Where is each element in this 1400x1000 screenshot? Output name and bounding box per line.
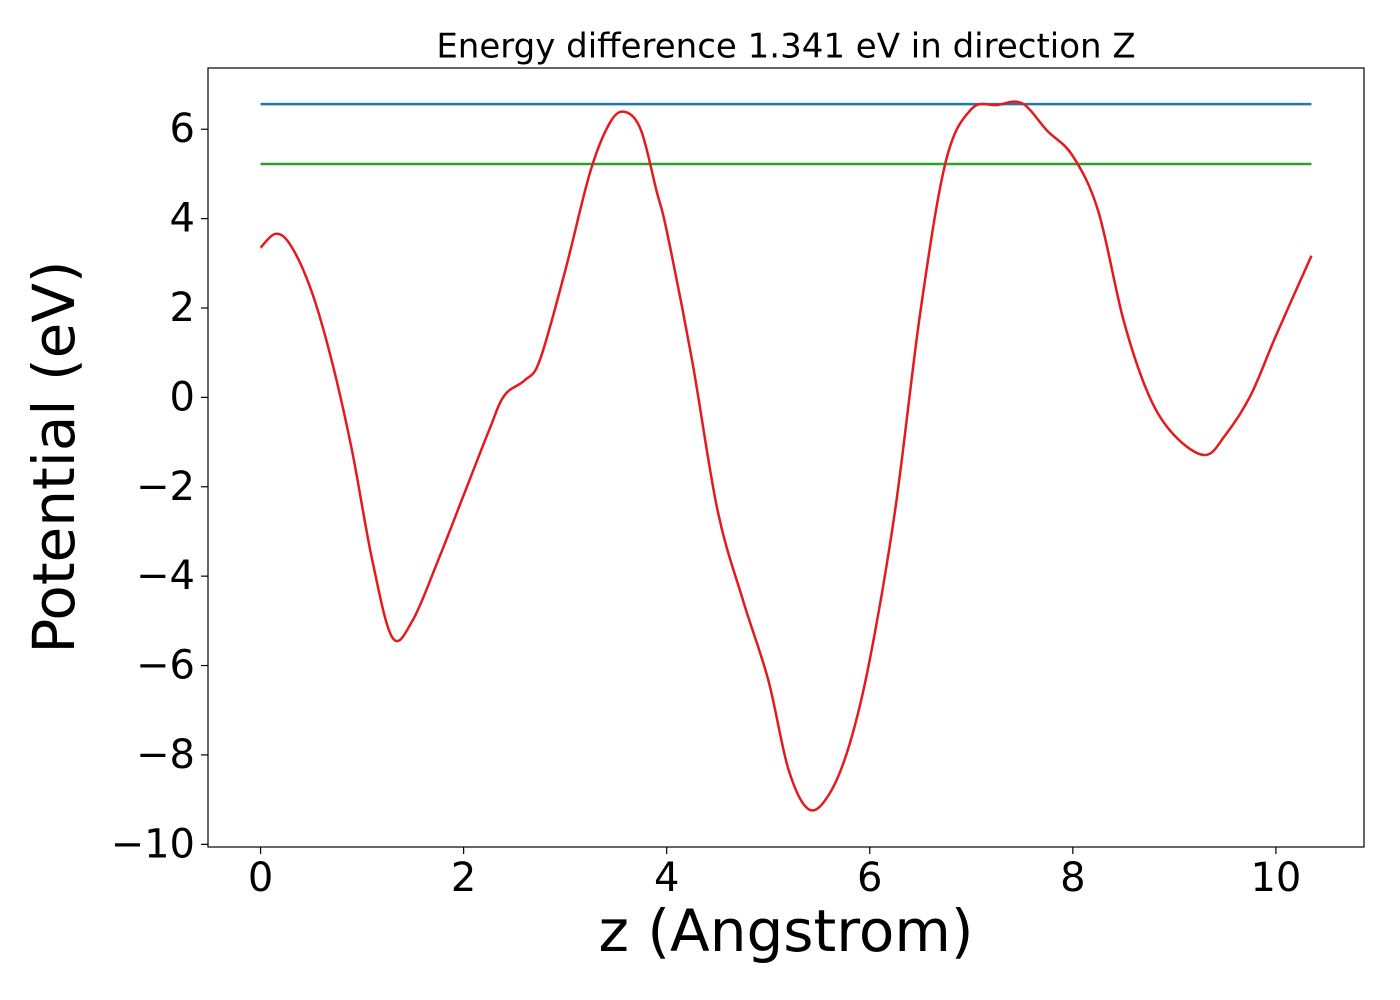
y-tick-label: −8 [136, 732, 195, 778]
y-tick-label: 4 [170, 196, 195, 242]
x-tick-label: 0 [248, 855, 273, 901]
x-tick-label: 2 [451, 855, 476, 901]
x-tick-label: 10 [1250, 855, 1301, 901]
y-tick-label: −6 [136, 643, 195, 689]
chart-title: Energy difference 1.341 eV in direction … [436, 27, 1135, 67]
y-tick-label: −2 [136, 464, 195, 510]
y-axis-label: Potential (eV) [20, 260, 88, 653]
x-tick-label: 4 [654, 855, 679, 901]
y-tick-label: −4 [136, 553, 195, 599]
y-tick-label: 2 [170, 285, 195, 331]
x-tick-label: 6 [857, 855, 882, 901]
y-tick-label: 6 [170, 106, 195, 152]
plot-frame [207, 67, 1365, 848]
line-series [259, 100, 1313, 812]
x-tick-label: 8 [1060, 855, 1085, 901]
y-tick-label: 0 [170, 374, 195, 420]
y-tick-label: −10 [111, 821, 195, 867]
x-axis-label: z (Angstrom) [599, 897, 974, 965]
